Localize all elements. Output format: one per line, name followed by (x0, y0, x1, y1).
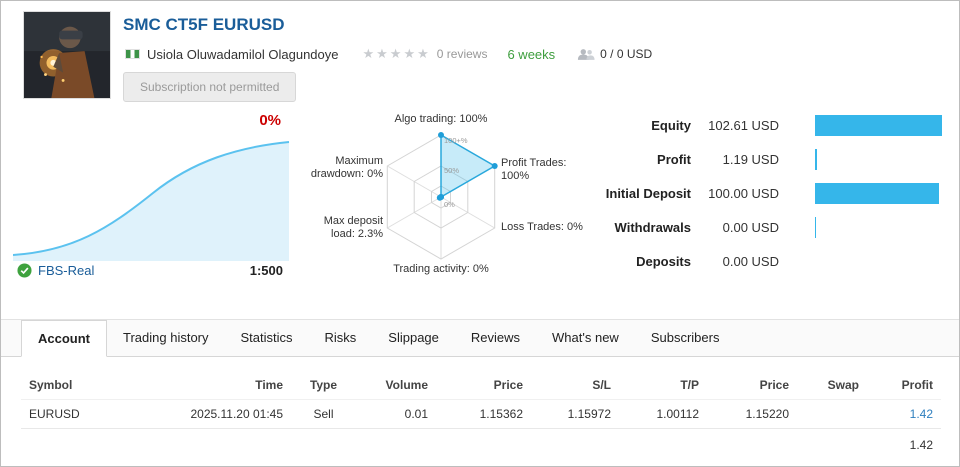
reviews-link[interactable]: 0 reviews (436, 47, 488, 61)
stat-bar (815, 114, 942, 136)
stat-row-equity: Equity 102.61 USD (591, 108, 943, 142)
cell-time: 2025.11.20 01:45 (121, 399, 291, 429)
radar-label-profit-trades: Profit Trades: 100% (501, 157, 567, 182)
radar-dots (436, 132, 498, 201)
stat-label: Profit (657, 151, 691, 167)
radar-label-algo-trading: Algo trading: 100% (394, 113, 488, 125)
signal-avatar (23, 11, 111, 99)
stat-bar-track (815, 182, 942, 204)
col-price2: Price (759, 378, 789, 392)
subscribers-icon (577, 48, 595, 61)
col-tp: T/P (680, 378, 699, 392)
table-header-row: Symbol Time Type Volume Price S/L T/P Pr… (21, 371, 941, 400)
radar-svg: 100+% 50% 0% (386, 132, 498, 260)
stat-bar (815, 182, 939, 204)
stats-panel: Equity 102.61 USD Profit 1.19 USD Initia… (591, 108, 943, 278)
cell-type: Sell (291, 399, 356, 429)
radar-scale-0: 0% (444, 200, 455, 209)
radar-scale-50: 50% (444, 166, 459, 175)
col-profit: Profit (901, 378, 933, 392)
tab-account[interactable]: Account (21, 320, 107, 357)
stat-bar (815, 148, 817, 170)
subscription-button[interactable]: Subscription not permitted (123, 72, 297, 102)
growth-percent: 0% (259, 112, 281, 129)
cell-swap (797, 399, 867, 429)
tab-risks[interactable]: Risks (324, 330, 357, 345)
stat-bar-track (815, 251, 942, 272)
trades-table: Symbol Time Type Volume Price S/L T/P Pr… (21, 371, 941, 459)
tab-whats-new[interactable]: What's new (552, 330, 619, 345)
total-profit: 1.42 (909, 438, 933, 452)
stat-label: Withdrawals (614, 219, 691, 235)
broker-account-link[interactable]: FBS-Real (38, 263, 95, 278)
stat-bar-track (815, 216, 942, 238)
col-sl: S/L (592, 378, 611, 392)
verified-check-icon (17, 263, 32, 278)
leverage-value: 1:500 (249, 263, 283, 278)
table-total-row: 1.42 (21, 429, 941, 460)
col-symbol: Symbol (29, 378, 73, 392)
radar-scale-100: 100+% (444, 136, 468, 145)
signal-age: 6 weeks (507, 46, 556, 62)
radar-label-max-drawdown: Maximum drawdown: 0% (310, 155, 383, 180)
col-type: Type (309, 378, 338, 392)
col-swap: Swap (827, 378, 859, 392)
tab-slippage[interactable]: Slippage (388, 330, 439, 345)
stat-row-profit: Profit 1.19 USD (591, 142, 943, 176)
radar-label-max-deposit-load: Max deposit load: 2.3% (323, 215, 383, 240)
cell-volume: 0.01 (356, 399, 436, 429)
col-volume: Volume (385, 378, 428, 392)
tab-bar: Account Trading history Statistics Risks… (1, 319, 959, 357)
stat-value: 1.19 USD (722, 151, 779, 167)
stat-value: 0.00 USD (722, 219, 779, 235)
stat-bar-track (815, 148, 942, 170)
col-time: Time (255, 378, 283, 392)
stat-bar (815, 216, 816, 238)
stat-value: 0.00 USD (722, 253, 779, 269)
table-row: EURUSD 2025.11.20 01:45 Sell 0.01 1.1536… (21, 399, 941, 429)
stat-row-initial-deposit: Initial Deposit 100.00 USD (591, 176, 943, 210)
stat-row-withdrawals: Withdrawals 0.00 USD (591, 210, 943, 244)
cell-symbol: EURUSD (21, 399, 121, 429)
stat-label: Deposits (636, 253, 691, 269)
tab-reviews[interactable]: Reviews (470, 330, 521, 345)
cell-tp: 1.00112 (619, 399, 707, 429)
account-row: FBS-Real 1:500 (17, 263, 283, 278)
avatar-image (24, 12, 110, 98)
tab-statistics[interactable]: Statistics (240, 330, 293, 345)
stat-bar-track (815, 114, 942, 136)
cell-price: 1.15362 (436, 399, 531, 429)
header-meta-row: Usiola Oluwadamilol Olagundoye ★★★★★ 0 r… (125, 46, 652, 62)
growth-chart (13, 141, 290, 261)
author-link[interactable]: Usiola Oluwadamilol Olagundoye (147, 46, 339, 62)
stat-label: Equity (651, 117, 691, 133)
stat-value: 102.61 USD (708, 117, 779, 133)
col-price: Price (493, 378, 523, 392)
cell-profit: 1.42 (867, 399, 941, 429)
stat-label: Initial Deposit (605, 185, 691, 201)
stat-value: 100.00 USD (708, 185, 779, 201)
star-rating-icon: ★★★★★ (362, 46, 431, 61)
page-title: SMC CT5F EURUSD (123, 15, 285, 34)
cell-price2: 1.15220 (707, 399, 797, 429)
country-flag-icon (125, 49, 140, 59)
tab-trading-history[interactable]: Trading history (123, 330, 209, 345)
cell-sl: 1.15972 (531, 399, 619, 429)
tab-subscribers[interactable]: Subscribers (650, 330, 720, 345)
radar-label-loss-trades: Loss Trades: 0% (501, 221, 583, 233)
radar-label-trading-activity: Trading activity: 0% (393, 263, 489, 275)
radar-chart: 100+% 50% 0% Algo trading: 100% Profit T… (301, 107, 601, 297)
stat-row-deposits: Deposits 0.00 USD (591, 244, 943, 278)
subscribers-count: 0 / 0 USD (600, 47, 653, 61)
